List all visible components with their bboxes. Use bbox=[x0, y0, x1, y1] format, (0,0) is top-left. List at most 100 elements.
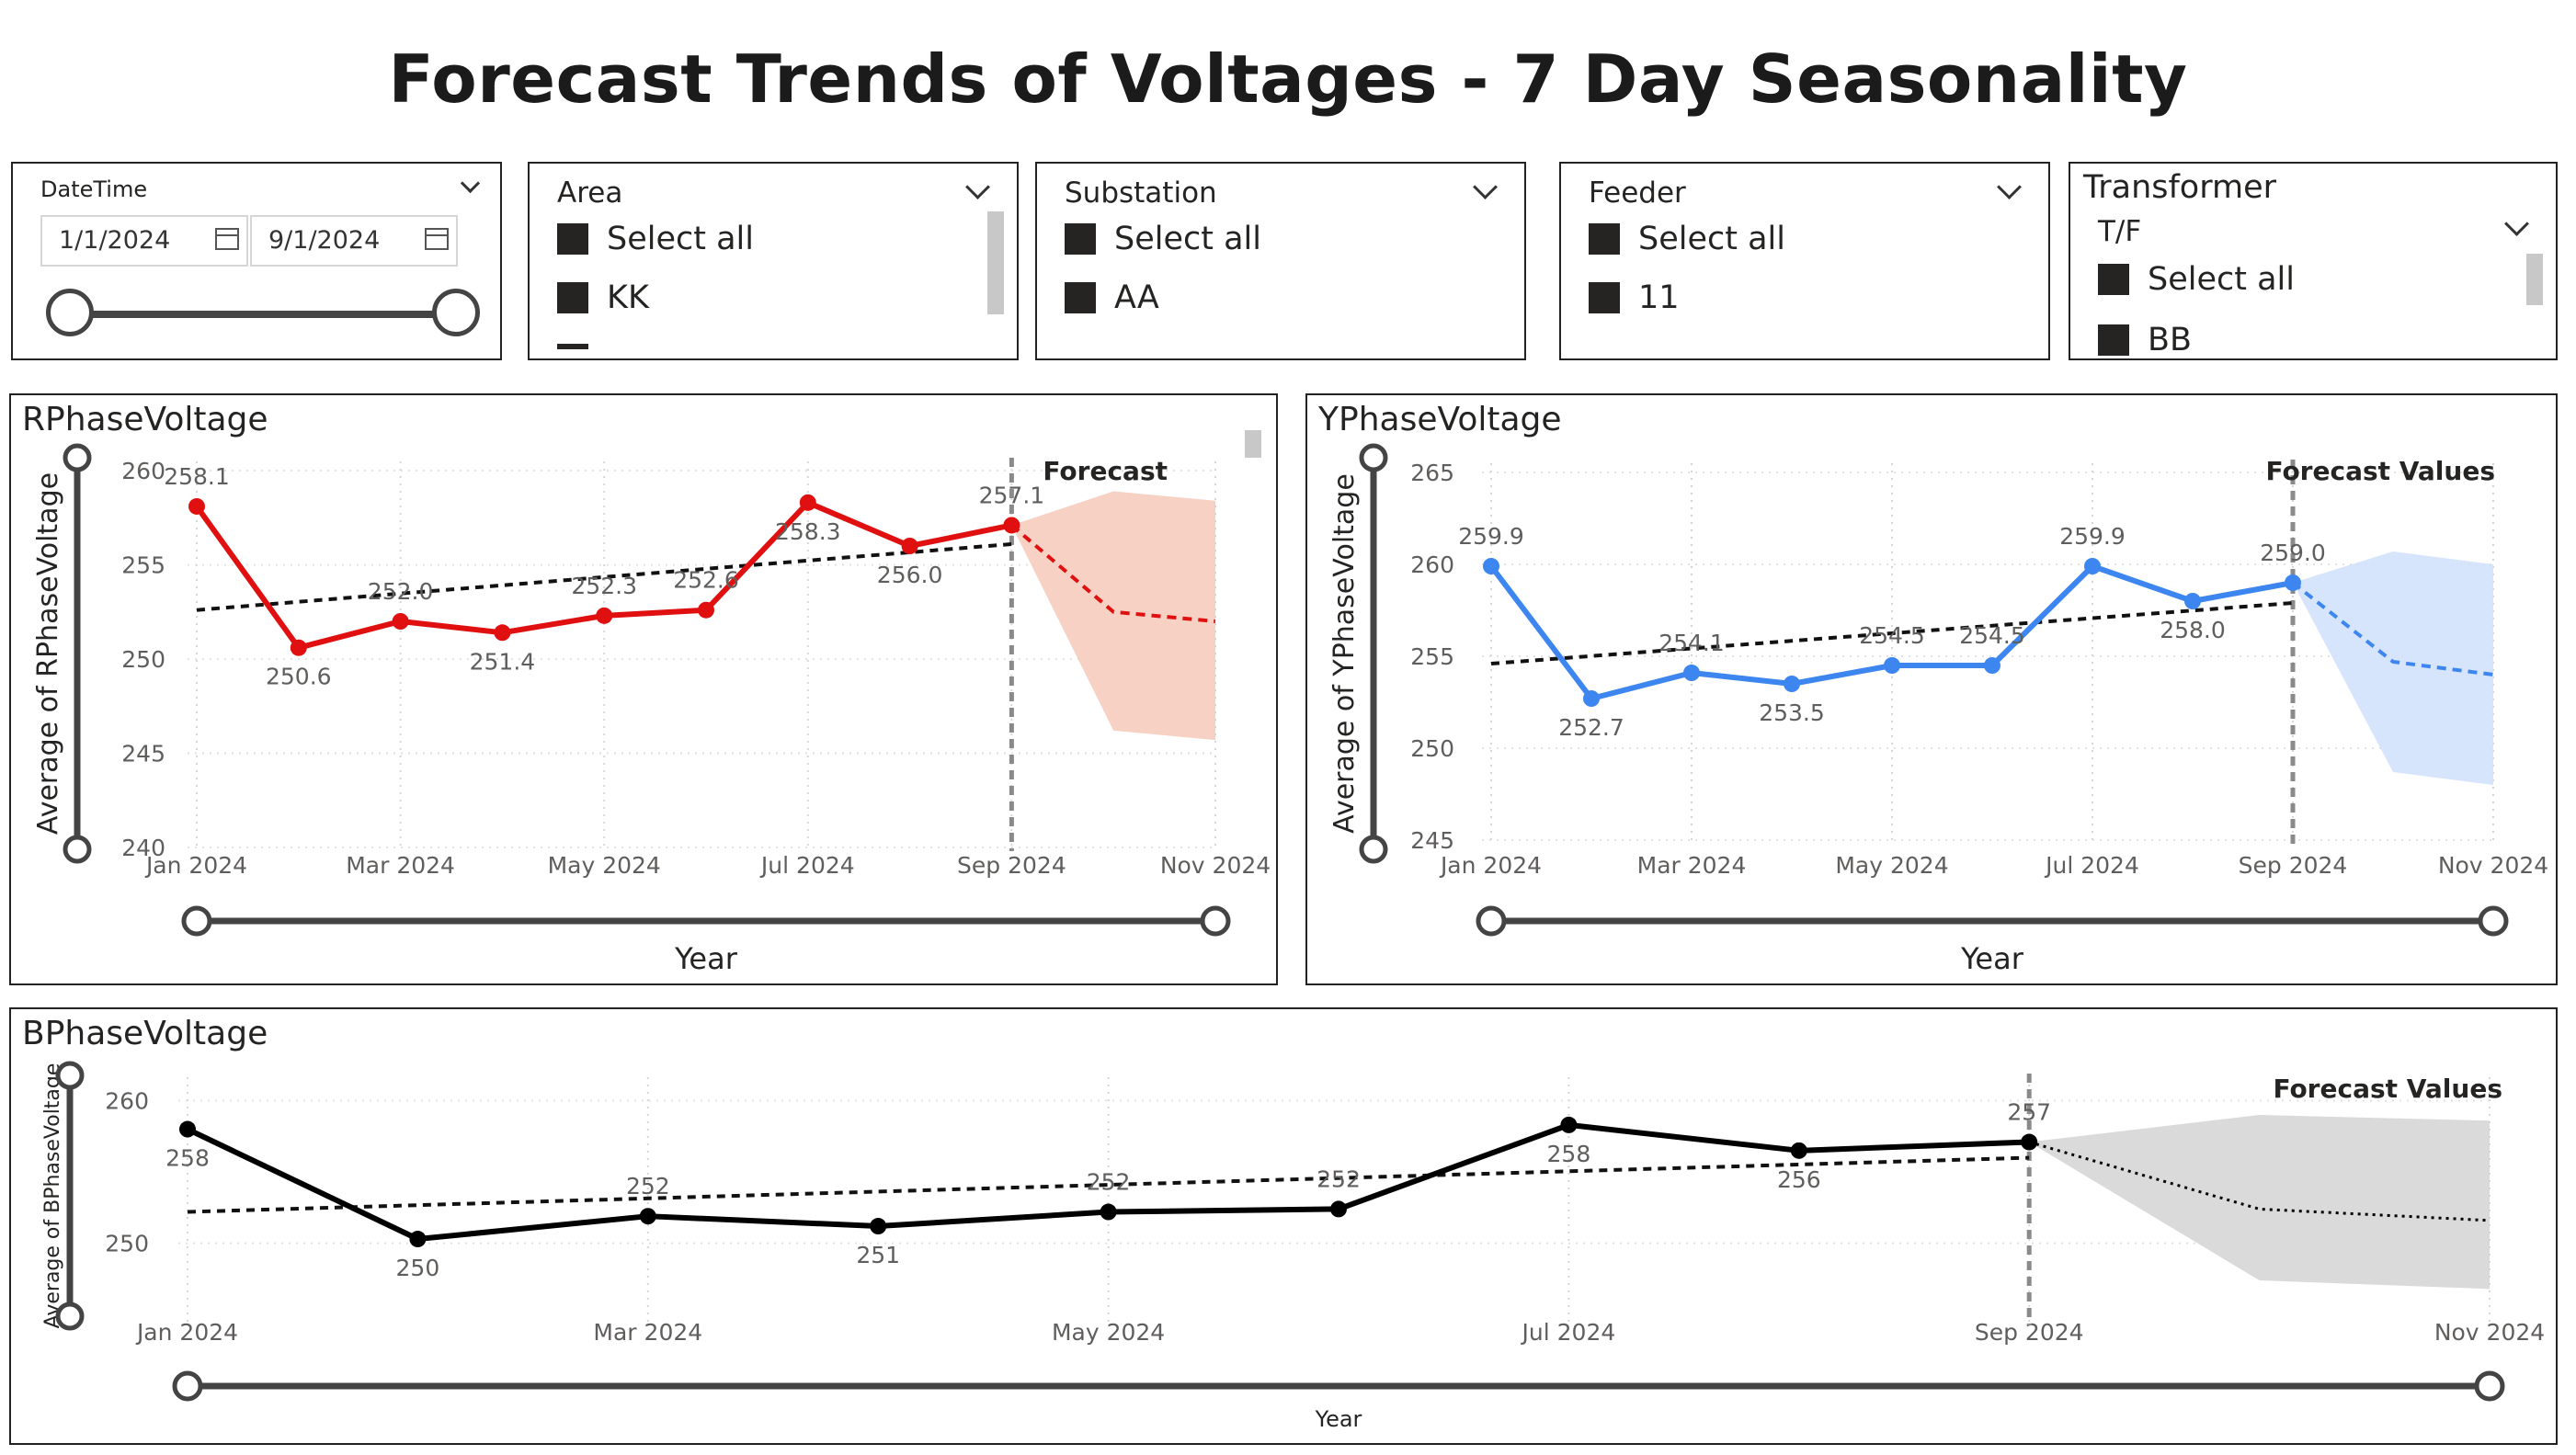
transformer-slicer: Transformer T/F Select all BB bbox=[2069, 162, 2558, 360]
checkbox-icon[interactable] bbox=[557, 282, 588, 313]
x-tick-label: Nov 2024 bbox=[1160, 852, 1271, 879]
data-point bbox=[494, 624, 511, 642]
data-point bbox=[799, 494, 816, 511]
chevron-down-icon[interactable] bbox=[1997, 175, 2022, 199]
data-point bbox=[1884, 657, 1900, 674]
checkbox-icon[interactable] bbox=[1065, 223, 1096, 255]
chevron-down-icon[interactable] bbox=[965, 175, 990, 199]
feeder-slicer: Feeder Select all 11 bbox=[1559, 162, 2050, 360]
y-zoom-slider-handle bbox=[1359, 835, 1388, 864]
y-tick-label: 255 bbox=[1410, 643, 1454, 670]
start-date-input[interactable]: 1/1/2024 bbox=[40, 215, 248, 267]
area-scrollbar[interactable] bbox=[987, 211, 1004, 314]
data-point bbox=[2021, 1133, 2038, 1151]
datetime-slicer: DateTime 1/1/2024 9/1/2024 bbox=[11, 162, 502, 360]
x-tick-label: Sep 2024 bbox=[1975, 1319, 2084, 1346]
checkbox-icon[interactable] bbox=[1589, 282, 1620, 313]
y-tick-label: 260 bbox=[121, 458, 165, 484]
datetime-slicer-label: DateTime bbox=[40, 176, 148, 202]
checkbox-icon[interactable] bbox=[1589, 223, 1620, 255]
x-tick-label: Mar 2024 bbox=[1637, 852, 1747, 879]
x-tick-label: Mar 2024 bbox=[593, 1319, 702, 1346]
transformer-slicer-label: Transformer bbox=[2083, 169, 2277, 206]
x-axis-label: Year bbox=[1315, 1406, 1362, 1432]
x-zoom-slider-handle bbox=[1476, 905, 1507, 937]
data-point bbox=[1483, 558, 1499, 574]
feeder-slicer-label: Feeder bbox=[1589, 176, 1686, 210]
data-label: 250 bbox=[396, 1255, 440, 1281]
data-label: 252 bbox=[1087, 1169, 1131, 1196]
end-date-input[interactable]: 9/1/2024 bbox=[250, 215, 458, 267]
x-tick-label: Sep 2024 bbox=[2239, 852, 2348, 879]
feeder-option-11[interactable]: 11 bbox=[1589, 279, 1680, 316]
data-point bbox=[596, 607, 613, 624]
data-point bbox=[639, 1208, 656, 1225]
y-tick-label: 245 bbox=[1410, 827, 1454, 854]
calendar-icon[interactable] bbox=[215, 228, 239, 250]
chart-scrollbar bbox=[1245, 430, 1261, 458]
transformer-scrollbar[interactable] bbox=[2526, 254, 2543, 305]
y-tick-label: 250 bbox=[1410, 735, 1454, 762]
x-tick-label: Jul 2024 bbox=[759, 852, 855, 879]
data-point bbox=[1003, 517, 1020, 534]
checkbox-icon[interactable] bbox=[2098, 324, 2129, 356]
data-label: 258.3 bbox=[775, 518, 841, 545]
substation-option-aa[interactable]: AA bbox=[1065, 279, 1159, 316]
data-point bbox=[2084, 558, 2101, 574]
data-label: 252.3 bbox=[571, 573, 637, 599]
trend-line bbox=[187, 1155, 2030, 1214]
x-zoom-slider-handle bbox=[2474, 1370, 2505, 1402]
checkbox-icon[interactable] bbox=[1065, 282, 1096, 313]
x-tick-label: Nov 2024 bbox=[2438, 852, 2548, 879]
area-option-kk[interactable]: KK bbox=[557, 279, 649, 316]
data-point bbox=[1330, 1200, 1347, 1218]
data-label: 258.0 bbox=[2160, 617, 2226, 643]
calendar-icon[interactable] bbox=[425, 228, 449, 250]
transformer-option-bb[interactable]: BB bbox=[2098, 322, 2192, 358]
feeder-option-select-all[interactable]: Select all bbox=[1589, 221, 1785, 257]
chevron-down-icon[interactable] bbox=[1473, 175, 1498, 199]
data-label: 257.1 bbox=[979, 482, 1045, 508]
y-tick-label: 245 bbox=[121, 741, 165, 767]
data-label: 259.9 bbox=[2059, 523, 2126, 550]
data-label: 253.5 bbox=[1759, 699, 1825, 726]
x-tick-label: Jan 2024 bbox=[135, 1319, 238, 1346]
data-point bbox=[409, 1231, 427, 1248]
rphase-chart: 240 245 250 255 260 Jan 2024 Mar 2024 May 2024 J… bbox=[32, 430, 1271, 976]
bphase-chart-title: BPhaseVoltage bbox=[22, 1015, 268, 1052]
area-slicer-label: Area bbox=[557, 176, 623, 210]
date-range-end-handle[interactable] bbox=[432, 289, 480, 336]
date-range-track[interactable] bbox=[68, 311, 447, 318]
data-point bbox=[290, 639, 307, 656]
data-label: 252 bbox=[1316, 1165, 1361, 1192]
checkbox-icon[interactable] bbox=[557, 223, 588, 255]
data-point bbox=[1784, 676, 1800, 692]
x-zoom-slider-handle bbox=[2478, 905, 2509, 937]
data-point bbox=[2285, 574, 2301, 591]
forecast-line bbox=[2291, 581, 2494, 676]
chevron-down-icon[interactable] bbox=[2504, 211, 2529, 236]
yphase-chart: 245 250 255 260 265 Jan 2024 Mar 2024 May 2024 J… bbox=[1328, 443, 2548, 976]
data-label: 258 bbox=[165, 1145, 210, 1172]
forecast-legend-label: Forecast bbox=[1043, 456, 1168, 486]
trend-line bbox=[196, 541, 1012, 612]
start-date-value: 1/1/2024 bbox=[59, 226, 171, 255]
x-tick-label: Sep 2024 bbox=[957, 852, 1066, 879]
date-range-start-handle[interactable] bbox=[46, 289, 94, 336]
forecast-legend-label: Forecast Values bbox=[2273, 1074, 2502, 1104]
area-option-select-all[interactable]: Select all bbox=[557, 221, 754, 257]
x-tick-label: Jan 2024 bbox=[1439, 852, 1542, 879]
substation-option-select-all[interactable]: Select all bbox=[1065, 221, 1261, 257]
x-tick-label: Jul 2024 bbox=[2044, 852, 2139, 879]
y-zoom-slider-handle bbox=[63, 835, 92, 864]
yphase-chart-title: YPhaseVoltage bbox=[1318, 401, 1562, 438]
page-title: Forecast Trends of Voltages - 7 Day Seas… bbox=[388, 40, 2188, 118]
x-tick-label: May 2024 bbox=[1835, 852, 1948, 879]
forecast-line bbox=[1010, 523, 1216, 623]
data-label: 252.0 bbox=[368, 578, 434, 605]
data-point bbox=[870, 1218, 887, 1235]
clipped-option bbox=[557, 344, 588, 349]
transformer-option-select-all[interactable]: Select all bbox=[2098, 261, 2295, 298]
checkbox-icon[interactable] bbox=[2098, 264, 2129, 295]
chevron-down-icon[interactable] bbox=[460, 173, 481, 194]
